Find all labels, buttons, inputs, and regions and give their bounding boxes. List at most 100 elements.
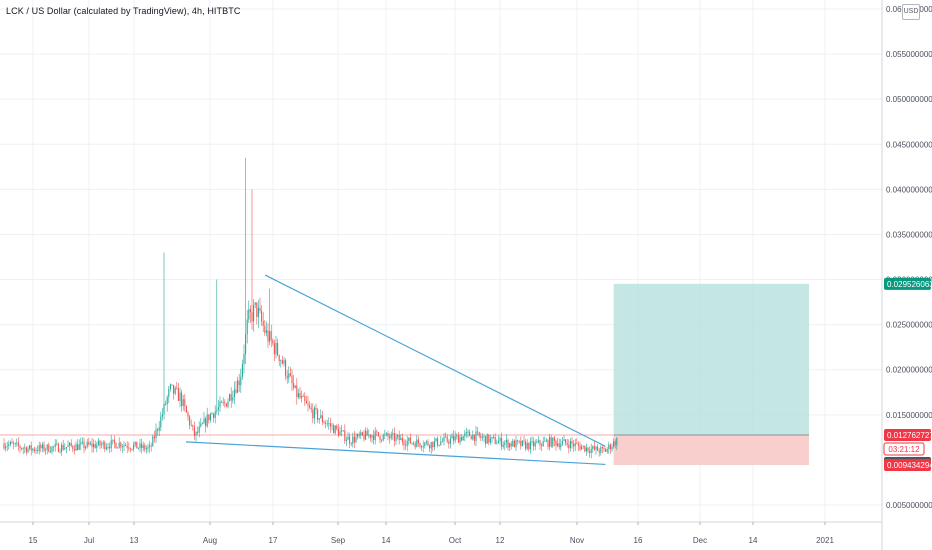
loss-zone[interactable]: [613, 434, 809, 466]
candle-body: [328, 423, 330, 425]
candle-body: [17, 442, 19, 446]
candle-body: [312, 409, 314, 419]
candle-body: [75, 444, 77, 451]
candle-body: [307, 403, 309, 406]
candle-body: [499, 437, 501, 441]
candle-body: [261, 310, 263, 322]
candle-body: [445, 436, 447, 438]
candle-body: [611, 446, 613, 450]
candle-body: [371, 435, 373, 438]
candle-body: [461, 437, 463, 441]
candle-body: [574, 443, 576, 447]
candle-body: [13, 443, 15, 445]
candle-body: [310, 407, 312, 410]
trendlines[interactable]: [185, 274, 606, 466]
candle-body: [344, 430, 346, 442]
candle-body: [233, 389, 235, 398]
candle-body: [187, 412, 189, 417]
currency-badge[interactable]: USD: [902, 4, 920, 20]
candle-body: [449, 438, 451, 444]
candle-body: [67, 445, 69, 447]
profit-zone[interactable]: [613, 283, 809, 435]
candle-body: [21, 448, 23, 449]
candle-body: [360, 432, 362, 436]
candle-body: [544, 441, 546, 442]
candle-body: [489, 438, 491, 443]
candle-body: [358, 434, 360, 436]
candle-body: [504, 442, 506, 445]
candle-body: [475, 431, 477, 441]
candle-body: [408, 437, 410, 441]
candle-body: [253, 305, 255, 322]
chart-title: LCK / US Dollar (calculated by TradingVi…: [6, 6, 241, 16]
x-tick-label: Aug: [203, 536, 217, 545]
x-tick-label: Sep: [331, 536, 346, 545]
candle-body: [531, 441, 533, 443]
candle-body: [613, 441, 615, 447]
candle-body: [451, 436, 453, 439]
candle-body: [38, 445, 40, 452]
candle-body: [198, 426, 200, 433]
trendline-lower[interactable]: [185, 441, 606, 466]
candle-body: [350, 443, 352, 445]
candle-body: [256, 302, 258, 317]
candle-body: [51, 446, 53, 452]
candle-body: [361, 432, 363, 436]
candle-body: [121, 446, 123, 448]
candle-body: [333, 425, 335, 434]
candle-body: [133, 444, 135, 449]
candle-body: [227, 400, 229, 407]
candle-body: [181, 392, 183, 407]
candle-body: [193, 426, 195, 436]
candle-body: [565, 439, 567, 444]
candle-body: [326, 423, 328, 425]
trendline-upper[interactable]: [264, 274, 606, 447]
candle-body: [48, 444, 50, 452]
candle-body: [221, 401, 223, 403]
candle-body: [416, 439, 418, 448]
candle-body: [309, 405, 311, 408]
candle-body: [589, 451, 591, 453]
candle-body: [315, 407, 317, 410]
candle-body: [168, 388, 170, 398]
candle-body: [6, 445, 8, 447]
candle-body: [443, 437, 445, 442]
candle-body: [267, 330, 269, 342]
candle-body: [520, 440, 522, 446]
candle-body: [97, 440, 99, 446]
candle-body: [235, 389, 237, 393]
candle-body: [304, 396, 306, 401]
candle-body: [382, 434, 384, 441]
candle-body: [8, 444, 10, 446]
candle-body: [302, 396, 304, 397]
candle-body: [384, 434, 386, 436]
candle-body: [413, 442, 415, 444]
x-tick-label: Jul: [84, 536, 94, 545]
candle-body: [401, 437, 403, 443]
candle-body: [281, 360, 283, 364]
candle-body: [331, 425, 333, 427]
candle-body: [441, 441, 443, 443]
candle-body: [414, 443, 416, 448]
candle-body: [357, 434, 359, 438]
candle-body: [126, 445, 128, 448]
candle-body: [477, 431, 479, 433]
long-position-tool[interactable]: [0, 283, 809, 466]
candle-body: [566, 443, 568, 445]
candle-body: [14, 443, 16, 444]
candle-body: [373, 435, 375, 441]
candle-body: [337, 428, 339, 436]
candle-body: [248, 309, 250, 320]
x-tick-label: 2021: [816, 536, 834, 545]
candle-body: [478, 432, 480, 436]
candle-body: [456, 435, 458, 437]
candle-body: [336, 425, 338, 429]
price-tag-countdown-label: 03:21:12: [888, 445, 920, 454]
candle-body: [555, 440, 557, 446]
candle-body: [347, 436, 349, 440]
